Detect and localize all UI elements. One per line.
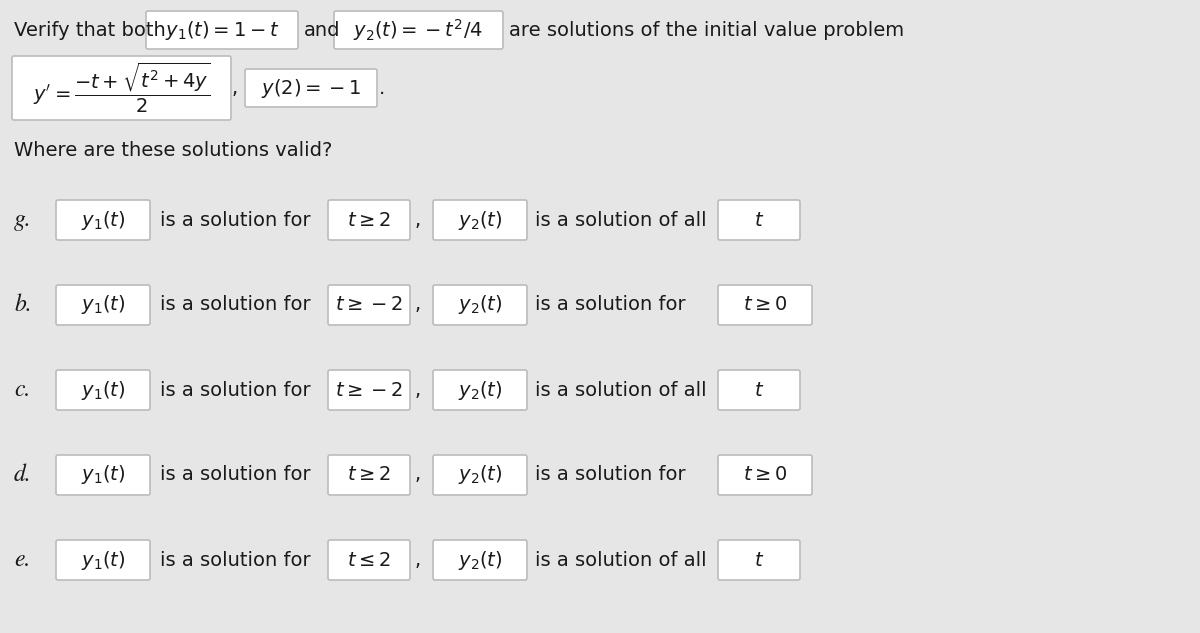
Text: $y(2)=-1$: $y(2)=-1$ xyxy=(260,77,361,99)
Text: is a solution for: is a solution for xyxy=(160,551,311,570)
Text: $y' = \dfrac{-t+\sqrt{t^2+4y}}{2}$: $y' = \dfrac{-t+\sqrt{t^2+4y}}{2}$ xyxy=(32,61,210,115)
Text: and: and xyxy=(304,20,341,39)
FancyBboxPatch shape xyxy=(12,56,230,120)
FancyBboxPatch shape xyxy=(56,200,150,240)
Text: $y_2(t)$: $y_2(t)$ xyxy=(457,549,503,572)
Text: ,: , xyxy=(415,465,421,484)
Text: $t\geq2$: $t\geq2$ xyxy=(347,465,391,484)
Text: e.: e. xyxy=(14,549,30,572)
Text: is a solution for: is a solution for xyxy=(160,465,311,484)
Text: $y_1(t)$: $y_1(t)$ xyxy=(80,549,125,572)
Text: $t$: $t$ xyxy=(754,211,764,230)
Text: $t\geq2$: $t\geq2$ xyxy=(347,211,391,230)
Text: $y_1(t)$: $y_1(t)$ xyxy=(80,463,125,487)
Text: $t\geq-2$: $t\geq-2$ xyxy=(335,380,403,399)
Text: $y_2(t)$: $y_2(t)$ xyxy=(457,379,503,401)
FancyBboxPatch shape xyxy=(718,540,800,580)
FancyBboxPatch shape xyxy=(56,285,150,325)
Text: $t\geq0$: $t\geq0$ xyxy=(743,296,787,315)
Text: c.: c. xyxy=(14,379,30,401)
Text: is a solution for: is a solution for xyxy=(160,296,311,315)
Text: $y_2(t)$: $y_2(t)$ xyxy=(457,294,503,316)
Text: b.: b. xyxy=(14,294,31,316)
Text: $y_1(t)$: $y_1(t)$ xyxy=(80,294,125,316)
Text: g.: g. xyxy=(14,209,31,231)
FancyBboxPatch shape xyxy=(56,370,150,410)
FancyBboxPatch shape xyxy=(146,11,298,49)
Text: ,: , xyxy=(415,296,421,315)
Text: are solutions of the initial value problem: are solutions of the initial value probl… xyxy=(509,20,904,39)
FancyBboxPatch shape xyxy=(328,540,410,580)
Text: is a solution for: is a solution for xyxy=(535,465,685,484)
Text: is a solution of all: is a solution of all xyxy=(535,211,707,230)
Text: $y_1(t) = 1-t$: $y_1(t) = 1-t$ xyxy=(164,18,280,42)
Text: $y_2(t)$: $y_2(t)$ xyxy=(457,463,503,487)
Text: ,: , xyxy=(415,380,421,399)
FancyBboxPatch shape xyxy=(56,455,150,495)
Text: $y_1(t)$: $y_1(t)$ xyxy=(80,379,125,401)
FancyBboxPatch shape xyxy=(433,200,527,240)
Text: Where are these solutions valid?: Where are these solutions valid? xyxy=(14,141,332,160)
Text: is a solution of all: is a solution of all xyxy=(535,551,707,570)
FancyBboxPatch shape xyxy=(56,540,150,580)
Text: $t\geq0$: $t\geq0$ xyxy=(743,465,787,484)
Text: is a solution for: is a solution for xyxy=(535,296,685,315)
FancyBboxPatch shape xyxy=(718,455,812,495)
Text: $y_2(t)$: $y_2(t)$ xyxy=(457,208,503,232)
Text: ,: , xyxy=(415,551,421,570)
Text: $y_2(t) = -t^2/4$: $y_2(t) = -t^2/4$ xyxy=(354,17,484,43)
FancyBboxPatch shape xyxy=(433,285,527,325)
FancyBboxPatch shape xyxy=(328,285,410,325)
FancyBboxPatch shape xyxy=(718,285,812,325)
FancyBboxPatch shape xyxy=(328,370,410,410)
FancyBboxPatch shape xyxy=(433,455,527,495)
FancyBboxPatch shape xyxy=(433,540,527,580)
Text: is a solution for: is a solution for xyxy=(160,380,311,399)
Text: $t$: $t$ xyxy=(754,380,764,399)
FancyBboxPatch shape xyxy=(328,200,410,240)
FancyBboxPatch shape xyxy=(245,69,377,107)
Text: d.: d. xyxy=(14,464,31,486)
Text: ,: , xyxy=(232,78,238,97)
FancyBboxPatch shape xyxy=(718,370,800,410)
FancyBboxPatch shape xyxy=(718,200,800,240)
Text: ,: , xyxy=(415,211,421,230)
Text: Verify that both: Verify that both xyxy=(14,20,166,39)
Text: is a solution for: is a solution for xyxy=(160,211,311,230)
FancyBboxPatch shape xyxy=(334,11,503,49)
FancyBboxPatch shape xyxy=(328,455,410,495)
Text: $y_1(t)$: $y_1(t)$ xyxy=(80,208,125,232)
FancyBboxPatch shape xyxy=(433,370,527,410)
Text: $t\leq2$: $t\leq2$ xyxy=(347,551,391,570)
Text: $t$: $t$ xyxy=(754,551,764,570)
Text: .: . xyxy=(379,78,385,97)
Text: is a solution of all: is a solution of all xyxy=(535,380,707,399)
Text: $t\geq-2$: $t\geq-2$ xyxy=(335,296,403,315)
